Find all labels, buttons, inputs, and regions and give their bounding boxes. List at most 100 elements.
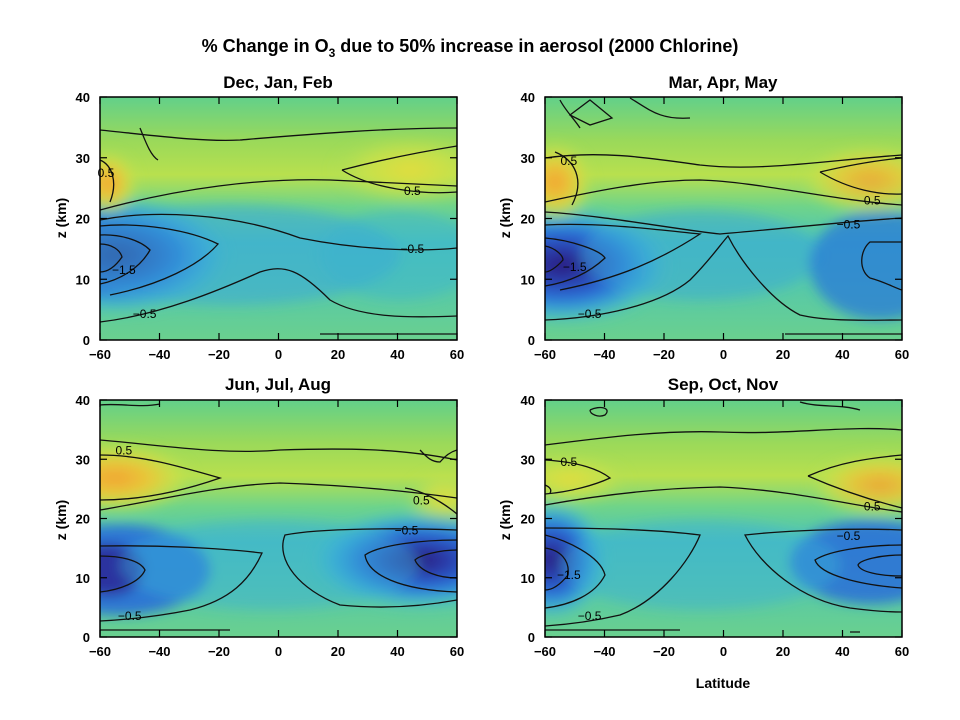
y-tick-label: 40 (76, 90, 90, 105)
x-tick-label: 0 (275, 644, 282, 659)
y-tick-label: 0 (83, 630, 90, 645)
y-tick-label: 40 (521, 393, 535, 408)
x-tick-label: 60 (895, 347, 909, 362)
y-tick-label: 20 (521, 212, 535, 227)
x-tick-label: 60 (450, 347, 464, 362)
heatmap-field (100, 97, 457, 340)
y-tick-label: 30 (76, 151, 90, 166)
feature-blob (580, 210, 820, 300)
x-axis-label: Latitude (696, 675, 751, 691)
x-tick-label: 20 (331, 644, 345, 659)
x-tick-label: −60 (89, 347, 111, 362)
x-axis: −60 −40 −20 0 20 40 60 (89, 97, 464, 362)
x-axis: −60 −40 −20 0 20 40 60 (534, 97, 909, 362)
x-tick-label: 0 (720, 644, 727, 659)
y-axis-label: z (km) (53, 500, 69, 540)
x-tick-label: −20 (208, 644, 230, 659)
contour-label: −0.5 (578, 609, 602, 623)
y-tick-label: 0 (528, 630, 535, 645)
x-tick-label: 60 (895, 644, 909, 659)
contour-label: −1.5 (112, 263, 136, 277)
contour-label: 0.5 (864, 193, 881, 207)
contour-label: 0.5 (864, 500, 881, 514)
x-tick-label: −20 (653, 644, 675, 659)
y-tick-label: 0 (528, 333, 535, 348)
contour-label: −0.5 (118, 609, 142, 623)
contour-label: 0.5 (413, 494, 430, 508)
contour-label: −0.5 (837, 529, 861, 543)
y-axis: 0 10 20 30 40 (76, 90, 457, 348)
contour-label: −0.5 (133, 307, 157, 321)
panel-title: Mar, Apr, May (669, 73, 779, 92)
contour-label: 0.5 (98, 166, 115, 180)
x-tick-label: 20 (331, 347, 345, 362)
feature-blob (560, 520, 840, 610)
x-tick-label: −40 (593, 347, 615, 362)
contour-label: 0.5 (560, 154, 577, 168)
y-axis: 0 10 20 30 40 (521, 90, 902, 348)
y-axis: 0 10 20 30 40 (76, 393, 457, 645)
panel-title: Jun, Jul, Aug (225, 375, 331, 394)
y-axis-label: z (km) (53, 198, 69, 238)
y-axis: 0 10 20 30 40 (521, 393, 902, 645)
x-tick-label: 60 (450, 644, 464, 659)
x-tick-label: 20 (776, 644, 790, 659)
contour-lines (545, 401, 902, 633)
feature-blob (120, 520, 420, 610)
contour-lines (100, 403, 457, 631)
contour-label: 0.5 (115, 443, 132, 457)
contour-label: 0.5 (560, 455, 577, 469)
contour-label: −0.5 (401, 242, 425, 256)
contour-labels: 0.5 0.5 −0.5 −1.5 −0.5 (98, 166, 425, 321)
panel-son: Sep, Oct, Nov (497, 375, 909, 691)
y-tick-label: 10 (521, 272, 535, 287)
y-axis-label: z (km) (497, 500, 513, 540)
x-tick-label: −40 (148, 644, 170, 659)
x-tick-label: 0 (275, 347, 282, 362)
x-axis: −60 −40 −20 0 20 40 60 (89, 400, 464, 659)
x-axis: −60 −40 −20 0 20 40 60 (534, 400, 909, 659)
panel-title: Dec, Jan, Feb (223, 73, 333, 92)
x-tick-label: −60 (89, 644, 111, 659)
feature-blob (320, 210, 457, 300)
heatmap-field (545, 400, 902, 637)
x-tick-label: 40 (390, 644, 404, 659)
heatmap-field (100, 400, 457, 637)
contour-label: −1.5 (563, 260, 587, 274)
contour-label: −0.5 (578, 307, 602, 321)
panel-title: Sep, Oct, Nov (668, 375, 779, 394)
x-tick-label: 40 (390, 347, 404, 362)
x-tick-label: 0 (720, 347, 727, 362)
contour-label: −0.5 (837, 218, 861, 232)
contour-labels: 0.50.5−0.5−1.5−0.5 (560, 154, 881, 321)
x-tick-label: −60 (534, 347, 556, 362)
contour-labels: 0.5 0.5 −0.5 −0.5 (115, 443, 430, 623)
x-tick-label: −40 (148, 347, 170, 362)
contour-label: −0.5 (395, 523, 419, 537)
feature-blob (545, 455, 630, 505)
x-tick-label: −40 (593, 644, 615, 659)
y-tick-label: 0 (83, 333, 90, 348)
y-tick-label: 30 (76, 452, 90, 467)
y-tick-label: 10 (521, 571, 535, 586)
panel-djf: Dec, Jan, Feb 0.50.5− (53, 73, 464, 362)
y-tick-label: 20 (76, 512, 90, 527)
x-tick-label: 20 (776, 347, 790, 362)
contour-labels: 0.50.5−0.5−1.5−0.5 (557, 455, 881, 623)
x-tick-label: 40 (835, 347, 849, 362)
y-tick-label: 20 (521, 512, 535, 527)
feature-blob (810, 210, 902, 320)
y-tick-label: 10 (76, 571, 90, 586)
feature-blob (330, 135, 457, 205)
panel-mam: Mar, Apr, May (497, 73, 909, 362)
contour-label: 0.5 (404, 184, 421, 198)
y-tick-label: 30 (521, 452, 535, 467)
y-tick-label: 30 (521, 151, 535, 166)
y-tick-label: 20 (76, 212, 90, 227)
contour-lines (100, 127, 457, 335)
panel-jja: Jun, Jul, Aug (53, 375, 464, 659)
y-axis-label: z (km) (497, 198, 513, 238)
x-tick-label: −60 (534, 644, 556, 659)
x-tick-label: −20 (653, 347, 675, 362)
